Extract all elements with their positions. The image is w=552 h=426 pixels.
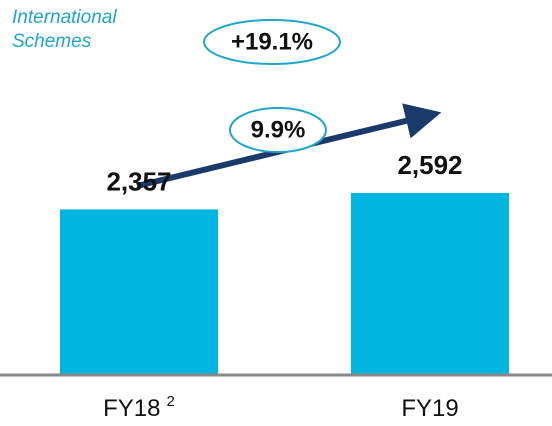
chart-title: International Schemes — [12, 7, 117, 52]
value-label: 2,592 — [397, 150, 462, 180]
category-name: FY19 — [401, 395, 458, 422]
footnote-marker: 2 — [167, 393, 175, 410]
annotation-bubble — [203, 19, 341, 65]
bar — [60, 209, 218, 374]
category-name: FY18 — [103, 395, 160, 422]
x-tick-label: FY19 — [401, 395, 458, 422]
annotation: 9.9% — [251, 116, 306, 143]
annotation: +19.1% — [231, 28, 313, 55]
value-label: 2,357 — [106, 166, 171, 196]
bar — [351, 193, 509, 374]
annotation-bubble — [229, 107, 327, 153]
bars: 2,357 FY18 2 2,592 FY19 — [60, 150, 509, 422]
x-tick-label: FY18 2 — [103, 393, 175, 422]
